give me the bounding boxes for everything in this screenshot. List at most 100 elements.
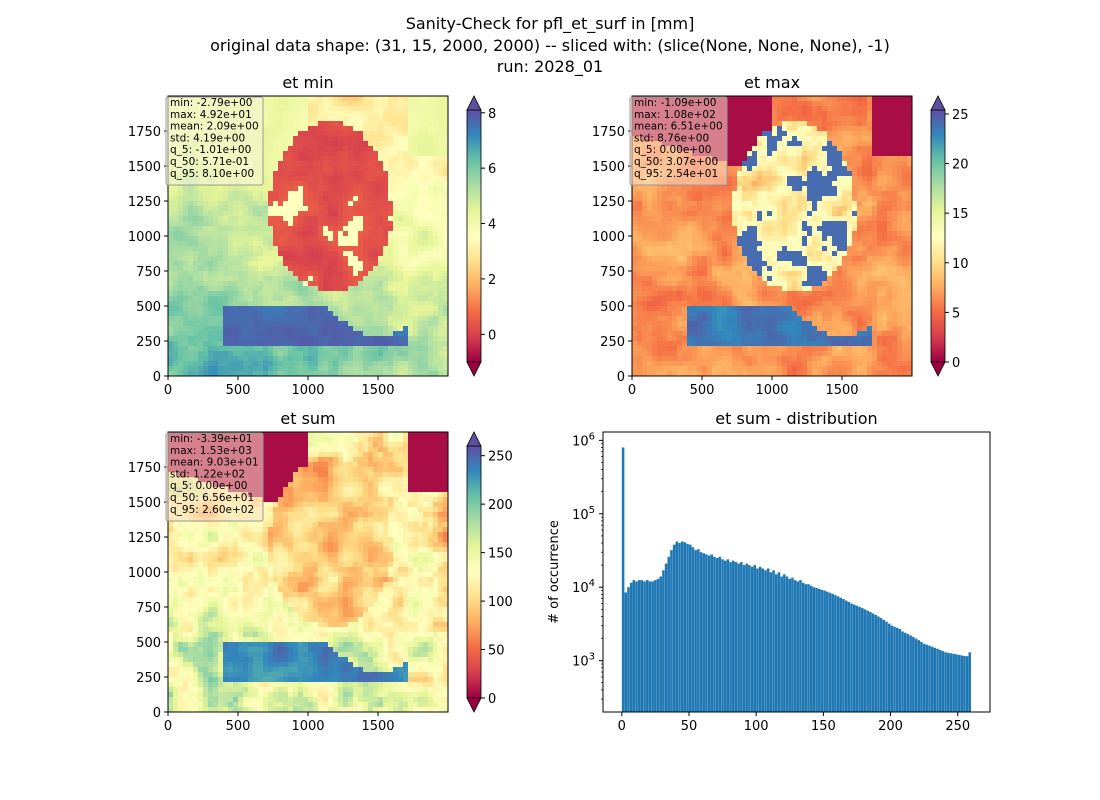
heatmap-cell xyxy=(837,121,843,127)
heatmap-cell xyxy=(173,271,179,277)
heatmap-cell xyxy=(438,266,444,272)
heatmap-cell xyxy=(428,321,434,327)
heatmap-cell xyxy=(887,251,893,257)
heatmap-cell xyxy=(443,136,449,142)
heatmap-cell xyxy=(398,311,404,317)
heatmap-cell xyxy=(318,121,324,127)
heatmap-cell xyxy=(727,146,733,152)
heatmap-cell xyxy=(887,211,893,217)
heatmap-cell xyxy=(363,166,369,172)
heatmap-cell xyxy=(353,156,359,162)
heatmap-cell xyxy=(807,186,813,192)
heatmap-cell xyxy=(882,231,888,237)
heatmap-cell xyxy=(757,196,763,202)
heatmap-cell xyxy=(288,121,294,127)
heatmap-cell xyxy=(887,241,893,247)
heatmap-cell xyxy=(248,371,254,377)
heatmap-cell xyxy=(183,191,189,197)
heatmap-cell xyxy=(383,301,389,307)
heatmap-cell xyxy=(373,176,379,182)
heatmap-cell xyxy=(677,251,683,257)
heatmap-cell xyxy=(343,346,349,352)
heatmap-cell xyxy=(368,126,374,132)
heatmap-cell xyxy=(373,346,379,352)
heatmap-cell xyxy=(418,136,424,142)
heatmap-cell xyxy=(298,206,304,212)
heatmap-cell xyxy=(822,216,828,222)
heatmap-cell xyxy=(383,236,389,242)
heatmap-cell xyxy=(248,221,254,227)
heatmap-cell xyxy=(263,261,269,267)
heatmap-cell xyxy=(827,211,833,217)
heatmap-cell xyxy=(298,366,304,372)
heatmap-cell xyxy=(273,146,279,152)
heatmap-cell xyxy=(807,116,813,122)
heatmap-cell xyxy=(173,256,179,262)
heatmap-cell xyxy=(193,216,199,222)
heatmap-cell xyxy=(338,341,344,347)
heatmap-cell xyxy=(852,151,858,157)
heatmap-cell xyxy=(687,241,693,247)
heatmap-cell xyxy=(168,341,174,347)
heatmap-cell xyxy=(273,171,279,177)
heatmap-cell xyxy=(667,196,673,202)
heatmap-cell xyxy=(767,116,773,122)
heatmap-cell xyxy=(438,176,444,182)
heatmap-cell xyxy=(423,166,429,172)
heatmap-cell xyxy=(323,196,329,202)
heatmap-cell xyxy=(368,131,374,137)
heatmap-cell xyxy=(348,181,354,187)
heatmap-cell xyxy=(223,336,229,342)
heatmap-cell xyxy=(902,201,908,207)
heatmap-cell xyxy=(403,176,409,182)
heatmap-cell xyxy=(777,181,783,187)
heatmap-cell xyxy=(842,236,848,242)
heatmap-cell xyxy=(433,271,439,277)
heatmap-cell xyxy=(308,241,314,247)
heatmap-cell xyxy=(283,206,289,212)
heatmap-cell xyxy=(443,261,449,267)
heatmap-cell xyxy=(293,141,299,147)
heatmap-cell xyxy=(168,256,174,262)
heatmap-cell xyxy=(248,261,254,267)
heatmap-cell xyxy=(443,331,449,337)
heatmap-cell xyxy=(248,216,254,222)
heatmap-cell xyxy=(333,126,339,132)
heatmap-cell xyxy=(428,316,434,322)
heatmap-cell xyxy=(872,226,878,232)
heatmap-cell xyxy=(383,136,389,142)
heatmap-cell xyxy=(188,251,194,257)
heatmap-cell xyxy=(383,251,389,257)
heatmap-cell xyxy=(772,226,778,232)
heatmap-cell xyxy=(837,161,843,167)
heatmap-cell xyxy=(418,346,424,352)
heatmap-cell xyxy=(822,156,828,162)
heatmap-cell xyxy=(797,156,803,162)
heatmap-cell xyxy=(303,206,309,212)
heatmap-cell xyxy=(423,341,429,347)
heatmap-cell xyxy=(358,281,364,287)
heatmap-cell xyxy=(183,241,189,247)
heatmap-cell xyxy=(308,226,314,232)
heatmap-cell xyxy=(882,191,888,197)
heatmap-cell xyxy=(832,241,838,247)
heatmap-cell xyxy=(757,121,763,127)
heatmap-cell xyxy=(338,176,344,182)
heatmap-cell xyxy=(378,321,384,327)
heatmap-cell xyxy=(228,211,234,217)
heatmap-cell xyxy=(393,291,399,297)
heatmap-cell xyxy=(208,201,214,207)
heatmap-cell xyxy=(902,131,908,137)
heatmap-cell xyxy=(298,166,304,172)
heatmap-cell xyxy=(438,106,444,112)
heatmap-cell xyxy=(308,301,314,307)
heatmap-cell xyxy=(812,226,818,232)
heatmap-cell xyxy=(298,266,304,272)
heatmap-cell xyxy=(777,246,783,252)
heatmap-cell xyxy=(433,371,439,377)
heatmap-cell xyxy=(278,291,284,297)
heatmap-cell xyxy=(797,106,803,112)
heatmap-cell xyxy=(253,351,259,357)
heatmap-cell xyxy=(378,141,384,147)
heatmap-cell xyxy=(333,136,339,142)
